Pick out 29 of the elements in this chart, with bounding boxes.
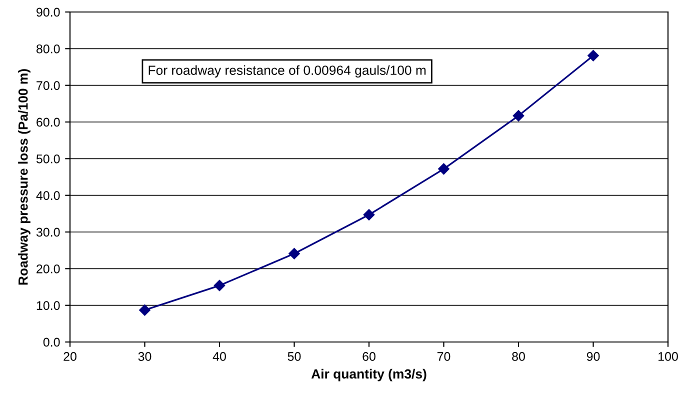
point — [139, 304, 150, 316]
point — [214, 280, 226, 292]
point — [288, 248, 300, 260]
x-tick-label: 20 — [64, 352, 76, 361]
x-tick-label: 50 — [288, 352, 301, 361]
y-tick-label: 60.0 — [36, 118, 60, 127]
y-tick-label: 40.0 — [36, 191, 60, 200]
y-tick-label: 80.0 — [36, 44, 60, 54]
point — [588, 50, 599, 62]
point — [438, 163, 450, 175]
y-tick-label: 70.0 — [36, 81, 60, 90]
annotation: For roadway resistance of 0.00964 gauls/100 m — [148, 65, 426, 78]
point — [363, 209, 375, 220]
x-tick-label: 90 — [586, 352, 600, 361]
y-tick-label: 90.0 — [36, 8, 60, 17]
y-tick-label: 30.0 — [36, 228, 60, 237]
x-tick-label: 60 — [362, 352, 376, 361]
x-tick-label: 70 — [437, 352, 450, 361]
x-axis-title: Air quantity (m3/s) — [311, 368, 426, 382]
point — [512, 110, 524, 122]
y-tick-label: 20.0 — [36, 264, 60, 274]
x-tick-label: 100 — [658, 352, 678, 361]
x-tick-label: 40 — [212, 352, 226, 361]
y-tick-label: 0.0 — [43, 338, 60, 347]
x-tick-label: 80 — [512, 352, 525, 361]
y-tick-label: 50.0 — [36, 154, 60, 164]
y-axis-title: Roadway pressure loss (Pa/100 m) — [18, 69, 30, 285]
y-tick-label: 10.0 — [36, 301, 60, 310]
x-tick-label: 30 — [138, 352, 152, 361]
